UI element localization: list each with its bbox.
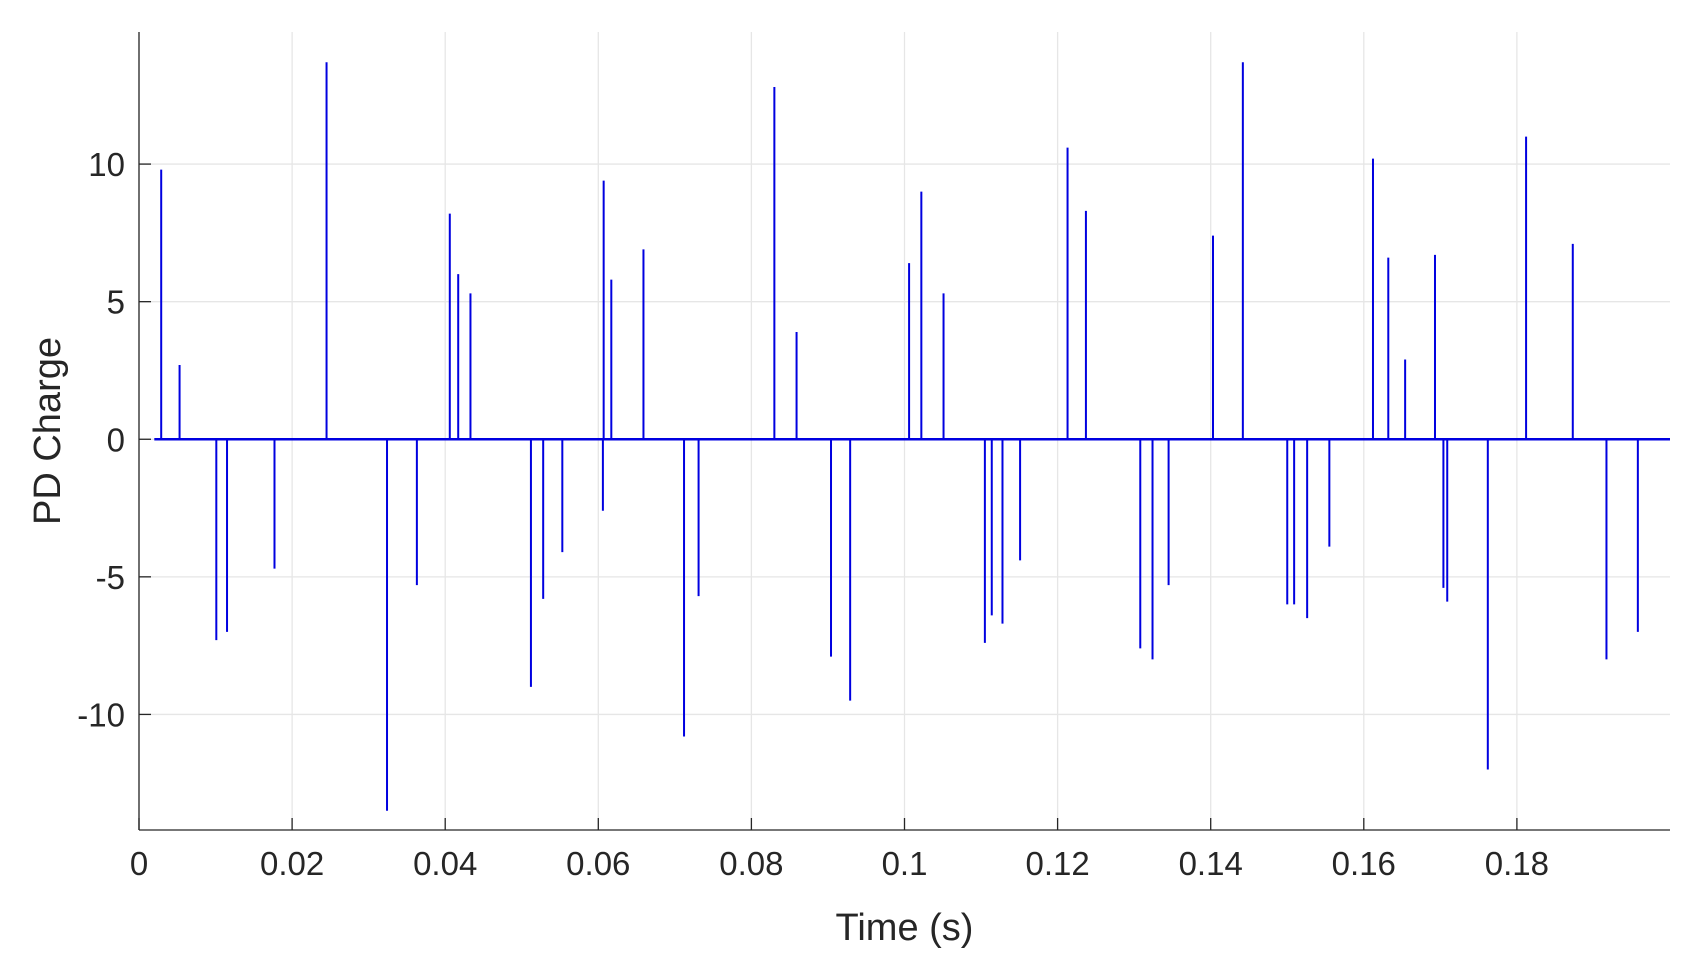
data-series [154,62,1670,811]
x-tick-label: 0 [130,845,148,882]
y-tick-label: -5 [96,559,125,596]
x-axis-label: Time (s) [836,907,974,949]
x-tick-label: 0.06 [566,845,630,882]
grid [138,32,1670,830]
x-tick-label: 0.14 [1179,845,1243,882]
y-tick-label: 5 [107,284,125,321]
x-tick-label: 0.12 [1025,845,1089,882]
x-tick-label: 0.08 [719,845,783,882]
x-tick-label: 0.1 [882,845,928,882]
y-tick-labels: -10 -5 0 5 10 [77,146,125,733]
x-tick-label: 0.02 [260,845,324,882]
x-tick-label: 0.16 [1332,845,1396,882]
x-tick-labels: 0 0.02 0.04 0.06 0.08 0.1 0.12 0.14 0.16 0.18 [130,845,1549,882]
y-tick-label: 0 [107,421,125,458]
y-tick-label: -10 [77,696,125,733]
x-tick-label: 0.04 [413,845,477,882]
x-tick-label: 0.18 [1485,845,1549,882]
y-axis-label: PD Charge [27,337,69,525]
axes [138,32,1670,831]
y-tick-label: 10 [88,146,125,183]
